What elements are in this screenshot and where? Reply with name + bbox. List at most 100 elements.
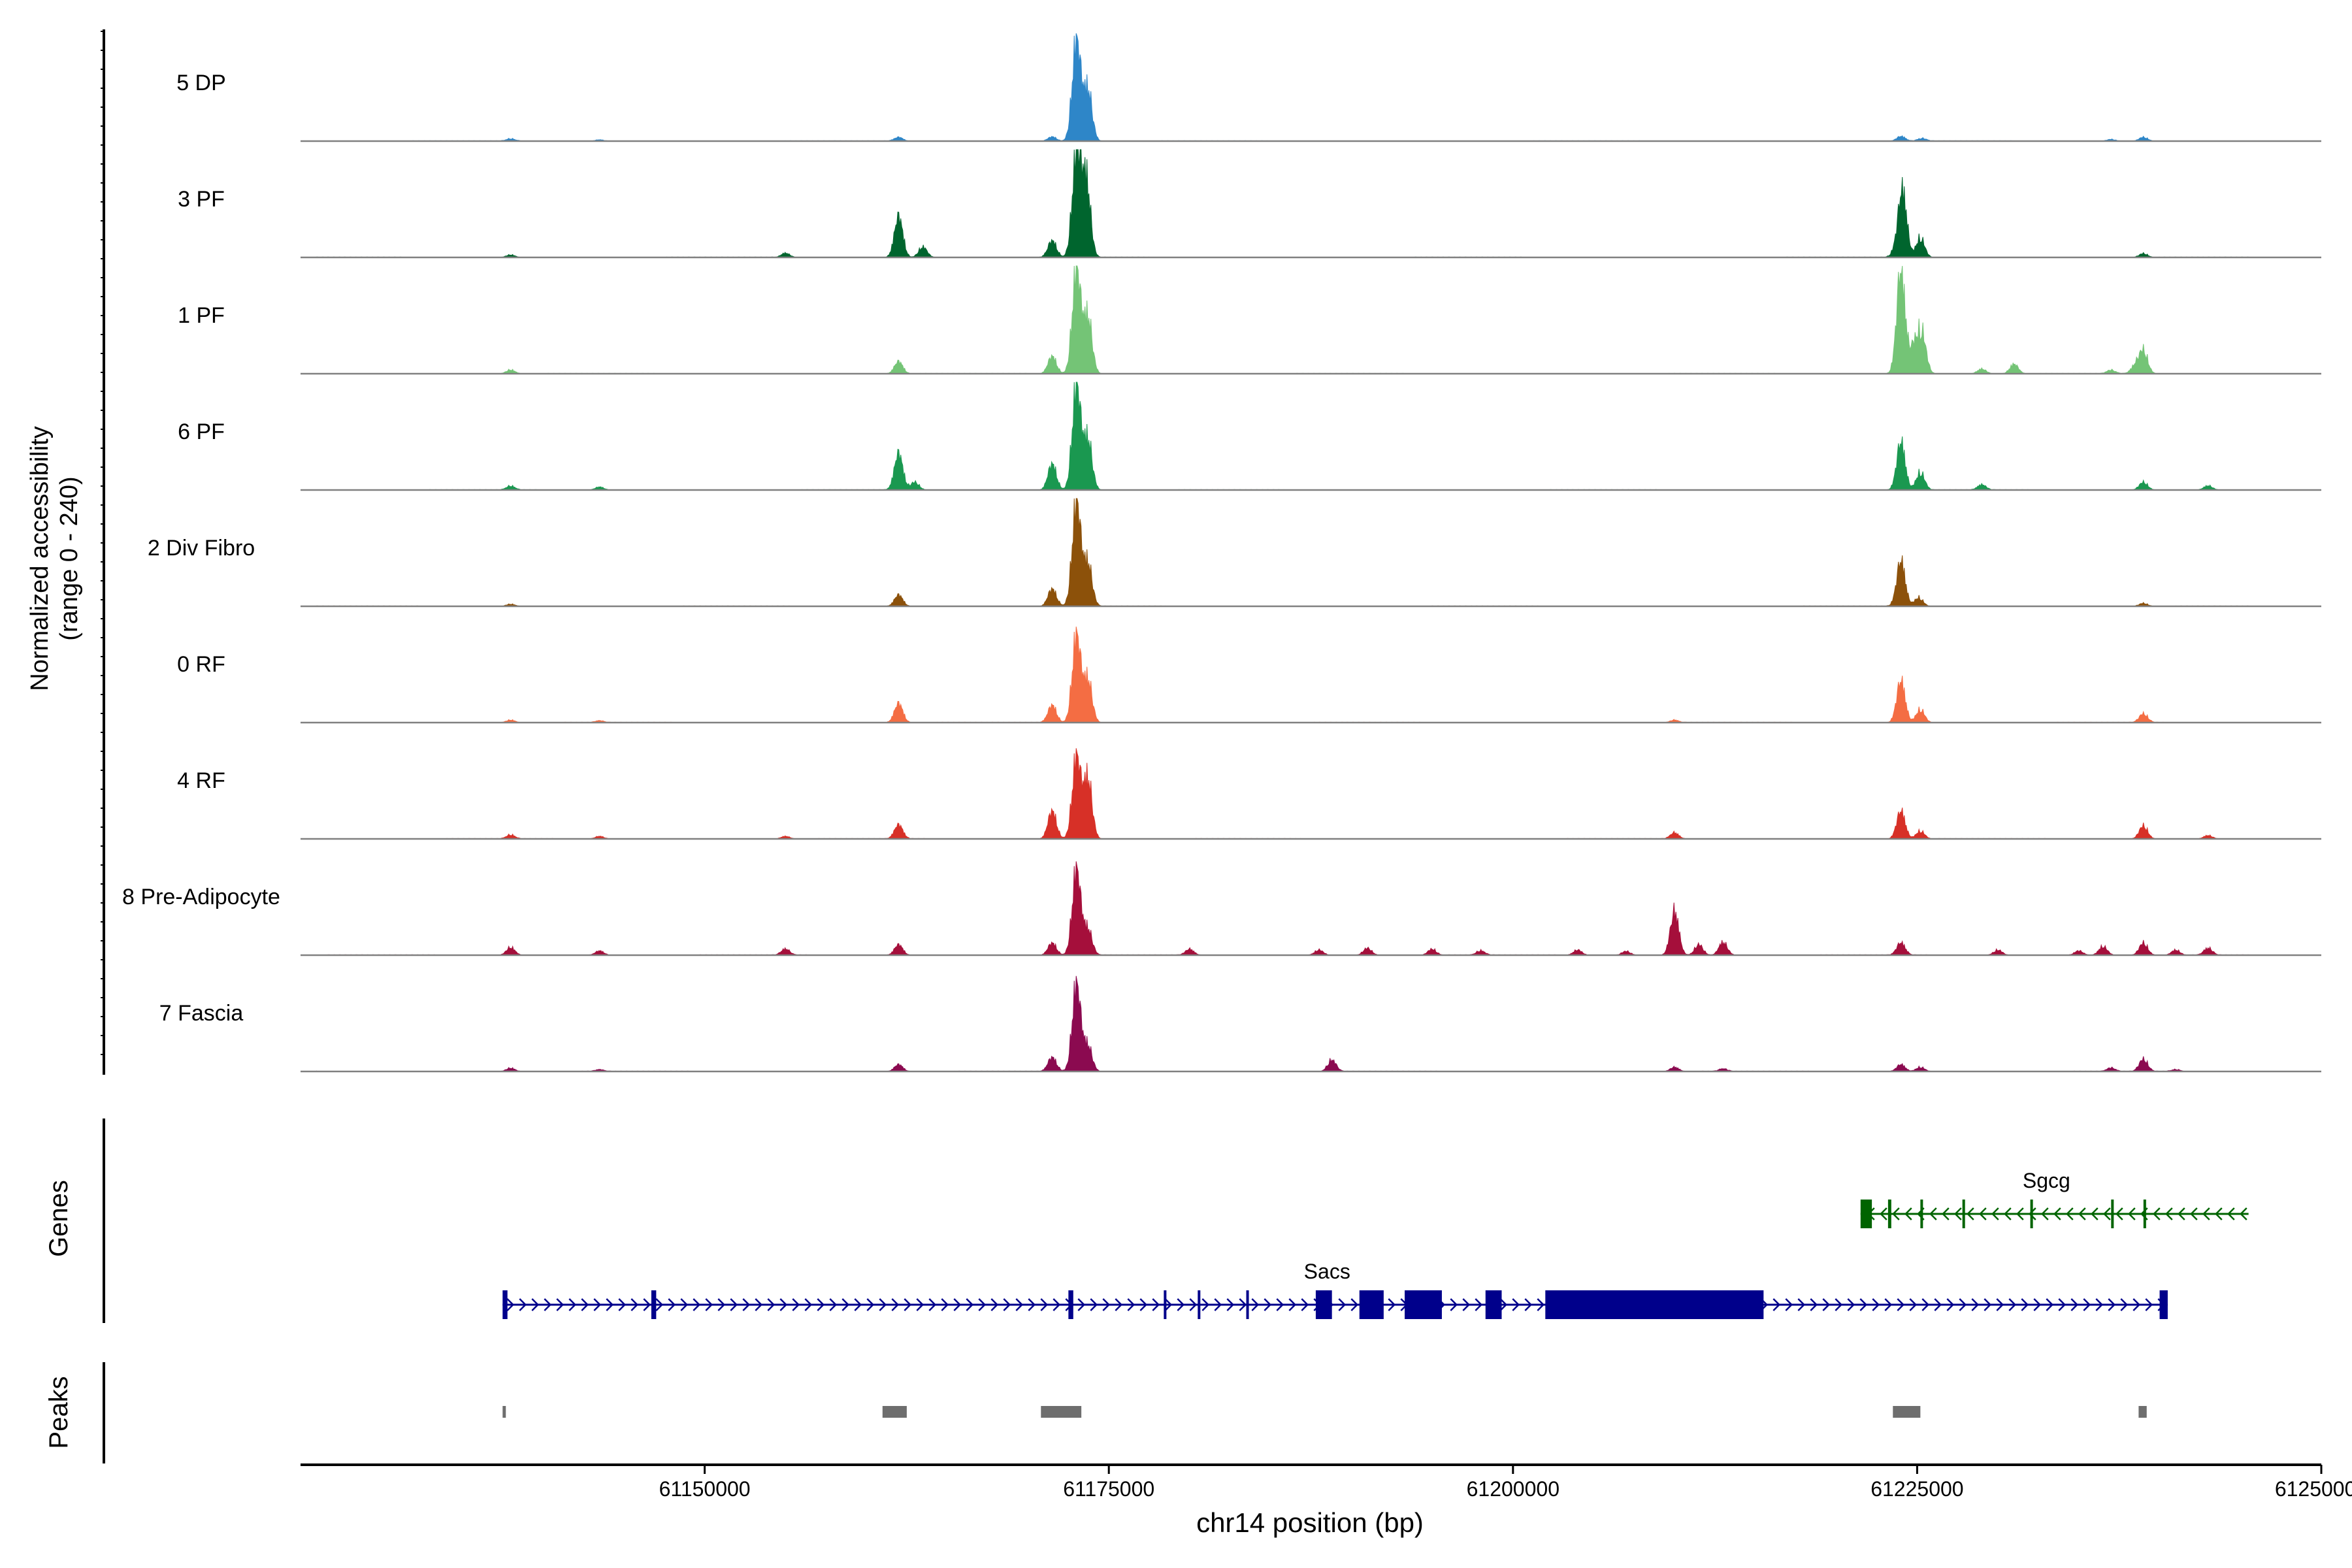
strand-arrow [1139,1298,1148,1311]
strand-arrow [568,1298,577,1311]
strand-arrow [1003,1298,1011,1311]
strand-arrow [1350,1298,1359,1311]
x-axis-ticks: 61150000 61175000 61200000 61225000 61250000 [659,1465,2352,1501]
strand-arrow [966,1298,974,1311]
exon [1485,1290,1502,1319]
strand-arrow [1102,1298,1111,1311]
peak-region [502,1406,506,1418]
track-4: 6 PF [178,382,2321,491]
strand-arrow [1499,1298,1508,1311]
strand-arrow [2178,1207,2185,1220]
strand-arrow [556,1298,564,1311]
strand-arrow [1880,1207,1887,1220]
track-6: 0 RF [177,627,2321,724]
strand-arrow [2108,1298,2116,1311]
x-tick-label: 61200000 [1467,1477,1560,1501]
coverage-area [316,265,2249,374]
strand-arrow [630,1298,639,1311]
track-1: 5 DP [176,33,2321,142]
exon [1962,1200,1965,1228]
strand-arrow [1040,1298,1049,1311]
strand-arrow [941,1298,949,1311]
peak-region [1041,1406,1082,1418]
coverage-area [316,627,2249,723]
strand-arrow [2145,1298,2153,1311]
strand-arrow [2008,1298,2017,1311]
strand-arrow [2046,1298,2054,1311]
strand-arrow [866,1298,875,1311]
strand-arrow [1264,1298,1272,1311]
track-2: 3 PF [178,149,2321,259]
strand-arrow [1872,1298,1880,1311]
strand-arrow [544,1298,552,1311]
strand-arrow [1859,1298,1868,1311]
strand-arrow [1524,1298,1533,1311]
gene-sgcg: Sgcg [1860,1169,2249,1228]
strand-arrow [1189,1298,1198,1311]
track-label: 4 RF [177,768,225,793]
strand-arrow [879,1298,887,1311]
strand-arrow [1892,1207,1900,1220]
strand-arrow [1921,1298,1930,1311]
coverage-area [316,149,2249,258]
strand-arrow [1177,1298,1185,1311]
strand-arrow [2041,1207,2049,1220]
strand-arrow [2021,1298,2029,1311]
strand-arrow [1537,1298,1545,1311]
track-label: 5 DP [176,71,226,95]
strand-arrow [1239,1298,1247,1311]
strand-arrow [593,1298,602,1311]
strand-arrow [891,1298,900,1311]
x-tick-label: 61250000 [2275,1477,2352,1501]
strand-arrow [2202,1207,2210,1220]
strand-arrow [1942,1207,1950,1220]
track-7: 4 RF [177,748,2321,840]
exon [1246,1290,1249,1319]
strand-arrow [2083,1298,2091,1311]
strand-arrow [1077,1298,1086,1311]
strand-arrow [1971,1298,1980,1311]
strand-arrow [581,1298,589,1311]
track-label: 2 Div Fibro [148,536,255,561]
exon [2030,1200,2033,1228]
strand-arrow [1115,1298,1123,1311]
strand-arrow [1388,1298,1396,1311]
exon [1887,1200,1891,1228]
track-label: 1 PF [178,303,225,328]
strand-arrow [2053,1207,2061,1220]
x-tick-label: 61175000 [1063,1477,1154,1501]
strand-arrow [779,1298,788,1311]
strand-arrow [2016,1207,2024,1220]
strand-arrow [1251,1298,1260,1311]
strand-arrow [1785,1298,1793,1311]
strand-arrow [2033,1298,2042,1311]
strand-arrow [1835,1298,1843,1311]
strand-arrow [1959,1298,1967,1311]
track-3: 1 PF [178,265,2321,375]
exon [651,1290,657,1319]
strand-arrow [1053,1298,1061,1311]
strand-arrow [1929,1207,1937,1220]
strand-arrow [519,1298,527,1311]
strand-arrow [1301,1298,1309,1311]
strand-arrow [792,1298,800,1311]
strand-arrow [928,1298,937,1311]
strand-arrow [1276,1298,1284,1311]
peak-region [2138,1406,2147,1418]
strand-arrow [730,1298,738,1311]
strand-arrow [655,1298,664,1311]
strand-arrow [829,1298,838,1311]
peak-region [1893,1406,1921,1418]
track-label: 8 Pre-Adipocyte [122,885,280,909]
exon [502,1290,508,1319]
exon [1545,1290,1764,1319]
exon [1068,1290,1073,1319]
strand-arrow [1996,1298,2004,1311]
strand-arrow [1028,1298,1036,1311]
strand-arrow [1810,1298,1818,1311]
coverage-area [316,382,2249,491]
strand-arrow [1338,1298,1347,1311]
strand-arrow [705,1298,713,1311]
strand-arrow [618,1298,627,1311]
